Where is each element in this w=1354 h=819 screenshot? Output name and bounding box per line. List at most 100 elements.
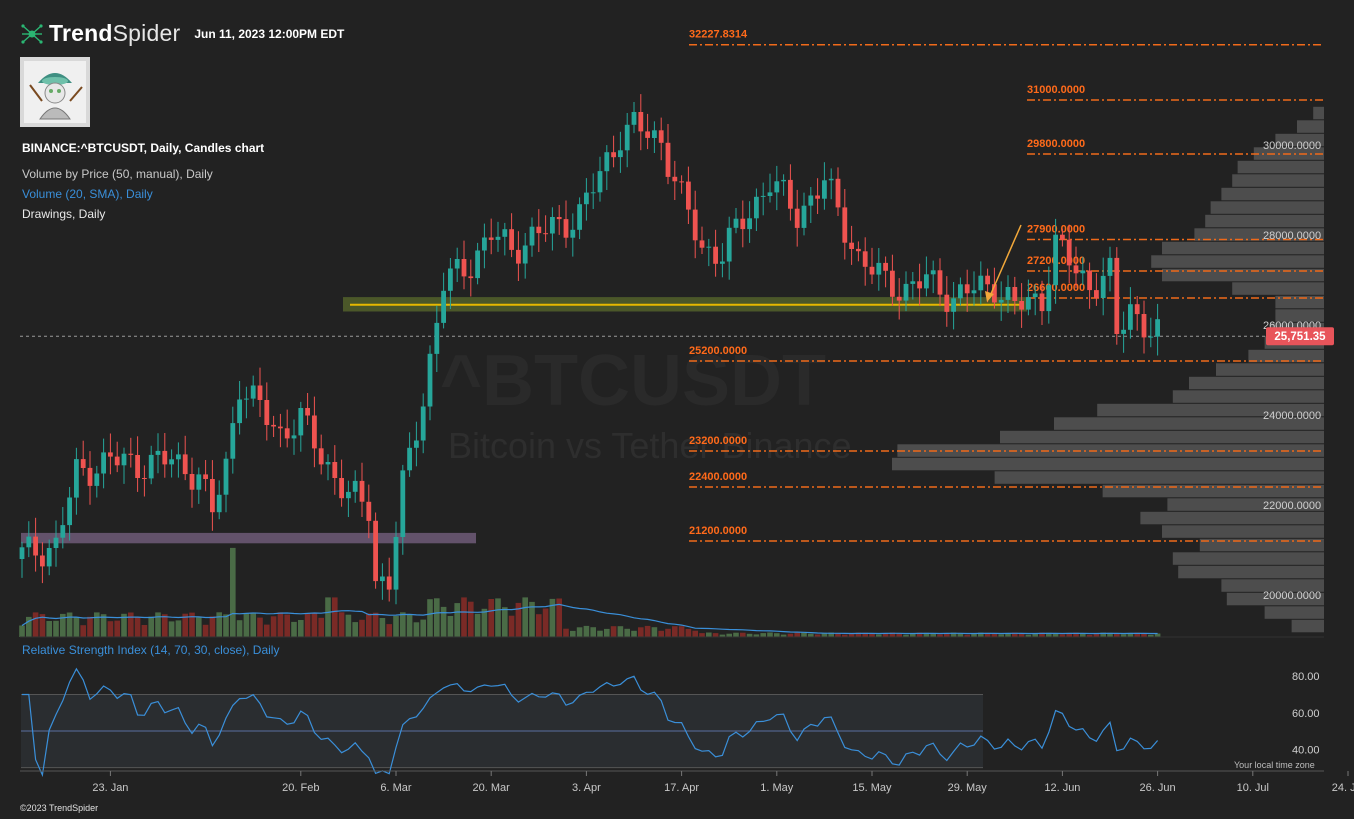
candle[interactable]	[964, 284, 970, 294]
candle[interactable]	[910, 281, 916, 284]
candle[interactable]	[495, 236, 501, 240]
candle[interactable]	[930, 270, 936, 275]
candle[interactable]	[26, 536, 32, 548]
candle[interactable]	[325, 462, 331, 465]
candle[interactable]	[393, 537, 399, 590]
candle[interactable]	[1073, 265, 1079, 274]
candle[interactable]	[1066, 239, 1072, 266]
candle[interactable]	[366, 501, 372, 521]
candle[interactable]	[1121, 329, 1126, 334]
candle[interactable]	[87, 467, 93, 486]
candle[interactable]	[1032, 293, 1038, 298]
candle[interactable]	[536, 226, 542, 234]
rsi-indicator-label[interactable]: Relative Strength Index (14, 70, 30, clo…	[22, 643, 280, 657]
candle[interactable]	[148, 454, 154, 479]
candle[interactable]	[196, 474, 202, 490]
candle[interactable]	[176, 454, 181, 460]
annotation-arrow[interactable]	[989, 224, 1022, 297]
candle[interactable]	[1039, 293, 1045, 312]
candle[interactable]	[128, 453, 134, 455]
candle[interactable]	[896, 296, 902, 301]
candle[interactable]	[883, 262, 888, 271]
candle[interactable]	[244, 398, 249, 400]
candle[interactable]	[692, 209, 698, 241]
candle[interactable]	[216, 494, 222, 513]
candle[interactable]	[509, 229, 514, 250]
candle[interactable]	[788, 179, 793, 209]
candle[interactable]	[577, 204, 582, 230]
candle[interactable]	[427, 353, 433, 407]
candle[interactable]	[94, 473, 100, 486]
candle[interactable]	[550, 217, 555, 234]
candle[interactable]	[570, 229, 576, 238]
candle[interactable]	[257, 385, 263, 401]
candle[interactable]	[271, 424, 276, 427]
candle[interactable]	[760, 195, 766, 197]
candle[interactable]	[706, 246, 712, 248]
candle[interactable]	[80, 459, 86, 468]
candle[interactable]	[142, 478, 147, 479]
candle[interactable]	[516, 249, 521, 264]
candle[interactable]	[890, 270, 895, 297]
candle[interactable]	[250, 385, 256, 399]
candle[interactable]	[842, 207, 848, 243]
candle[interactable]	[998, 299, 1004, 303]
candle[interactable]	[318, 448, 324, 465]
candle[interactable]	[414, 440, 419, 448]
candle[interactable]	[182, 454, 188, 475]
candle[interactable]	[971, 290, 977, 294]
candle[interactable]	[169, 459, 174, 465]
candle[interactable]	[618, 150, 623, 158]
candle[interactable]	[944, 294, 950, 312]
candle[interactable]	[502, 229, 508, 237]
legend-volume-by-price[interactable]: Volume by Price (50, manual), Daily	[22, 167, 213, 181]
candle[interactable]	[346, 491, 351, 499]
candle[interactable]	[767, 192, 773, 196]
candle[interactable]	[332, 462, 338, 478]
candle[interactable]	[862, 251, 868, 267]
candle[interactable]	[60, 525, 66, 538]
candle[interactable]	[488, 237, 494, 240]
candle[interactable]	[720, 261, 725, 264]
candle[interactable]	[475, 250, 480, 279]
candle[interactable]	[189, 474, 195, 490]
candle[interactable]	[114, 456, 120, 466]
candle[interactable]	[454, 259, 460, 269]
candle[interactable]	[747, 218, 752, 230]
candle[interactable]	[801, 205, 807, 228]
candle[interactable]	[1155, 319, 1160, 337]
purple-zone[interactable]	[21, 532, 476, 544]
candle[interactable]	[1148, 336, 1154, 338]
candle[interactable]	[951, 298, 956, 312]
candle[interactable]	[631, 112, 637, 125]
candle[interactable]	[312, 415, 317, 449]
candle[interactable]	[992, 284, 997, 303]
candle[interactable]	[808, 195, 814, 206]
candle[interactable]	[876, 262, 882, 275]
candle[interactable]	[1094, 290, 1099, 299]
candle[interactable]	[1100, 275, 1106, 298]
candle[interactable]	[339, 478, 344, 499]
candle[interactable]	[869, 266, 875, 275]
candle[interactable]	[1141, 314, 1147, 338]
candle[interactable]	[1005, 287, 1011, 300]
candle[interactable]	[135, 455, 140, 478]
candle[interactable]	[1134, 304, 1140, 315]
candle[interactable]	[264, 400, 270, 425]
candle[interactable]	[210, 479, 215, 513]
candle[interactable]	[230, 423, 236, 459]
candle[interactable]	[958, 284, 963, 299]
candle[interactable]	[1046, 285, 1052, 312]
candle[interactable]	[420, 406, 426, 441]
candle[interactable]	[278, 426, 283, 429]
candle[interactable]	[1019, 301, 1024, 310]
candle[interactable]	[1087, 270, 1092, 291]
candle[interactable]	[713, 246, 718, 264]
candle[interactable]	[917, 281, 922, 289]
candle[interactable]	[67, 497, 72, 526]
candle[interactable]	[291, 435, 297, 439]
candle[interactable]	[699, 240, 705, 248]
candle[interactable]	[658, 130, 664, 143]
candle[interactable]	[794, 208, 800, 228]
